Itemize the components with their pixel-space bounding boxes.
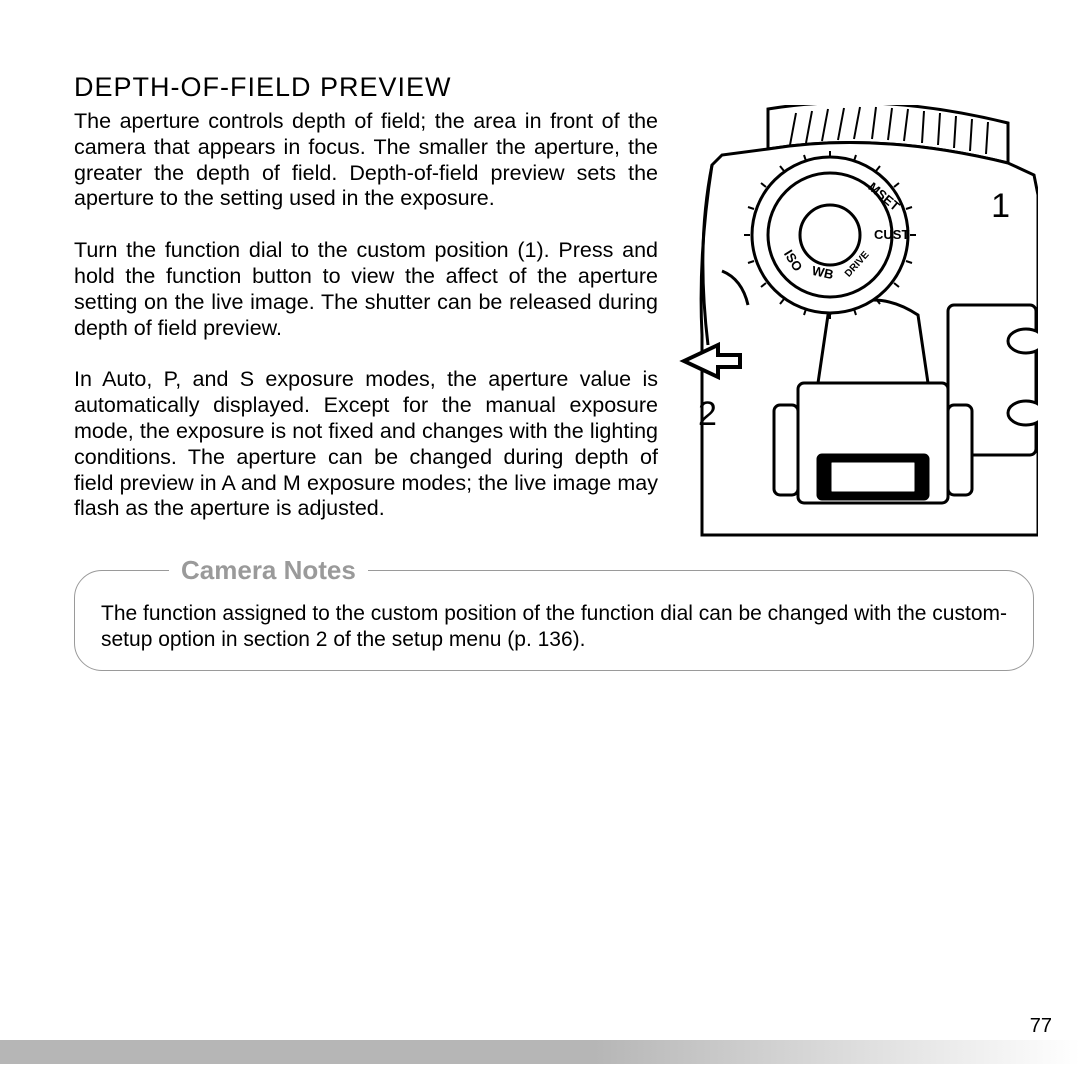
text-column: The aperture controls depth of field; th… — [74, 109, 658, 548]
paragraph-3: In Auto, P, and S exposure modes, the ap… — [74, 367, 658, 522]
diagram-column: 1 2 MSET CUST ISO WB DRIVE — [670, 109, 1040, 548]
content-row: The aperture controls depth of field; th… — [74, 109, 1040, 548]
camera-notes-title: Camera Notes — [169, 555, 368, 586]
callout-1: 1 — [991, 187, 1010, 226]
manual-page: DEPTH-OF-FIELD PREVIEW The aperture cont… — [0, 0, 1080, 1080]
camera-svg — [678, 105, 1038, 537]
page-number: 77 — [1030, 1015, 1052, 1038]
section-heading: DEPTH-OF-FIELD PREVIEW — [74, 72, 1040, 103]
dial-label-cust: CUST — [874, 227, 909, 242]
camera-notes-box: Camera Notes The function assigned to th… — [74, 570, 1034, 671]
camera-notes-text: The function assigned to the custom posi… — [101, 601, 1007, 652]
camera-diagram: 1 2 MSET CUST ISO WB DRIVE — [678, 105, 1038, 537]
callout-2: 2 — [698, 395, 717, 434]
paragraph-1: The aperture controls depth of field; th… — [74, 109, 658, 212]
paragraph-2: Turn the function dial to the custom pos… — [74, 238, 658, 341]
footer-bar — [0, 1040, 1080, 1064]
